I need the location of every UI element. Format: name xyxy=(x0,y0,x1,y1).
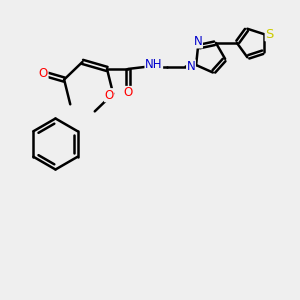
Text: O: O xyxy=(105,89,114,102)
Text: O: O xyxy=(39,67,48,80)
Text: N: N xyxy=(187,60,195,73)
Text: NH: NH xyxy=(145,58,163,70)
Text: O: O xyxy=(123,86,133,99)
Text: N: N xyxy=(194,35,202,48)
Text: S: S xyxy=(265,28,274,41)
